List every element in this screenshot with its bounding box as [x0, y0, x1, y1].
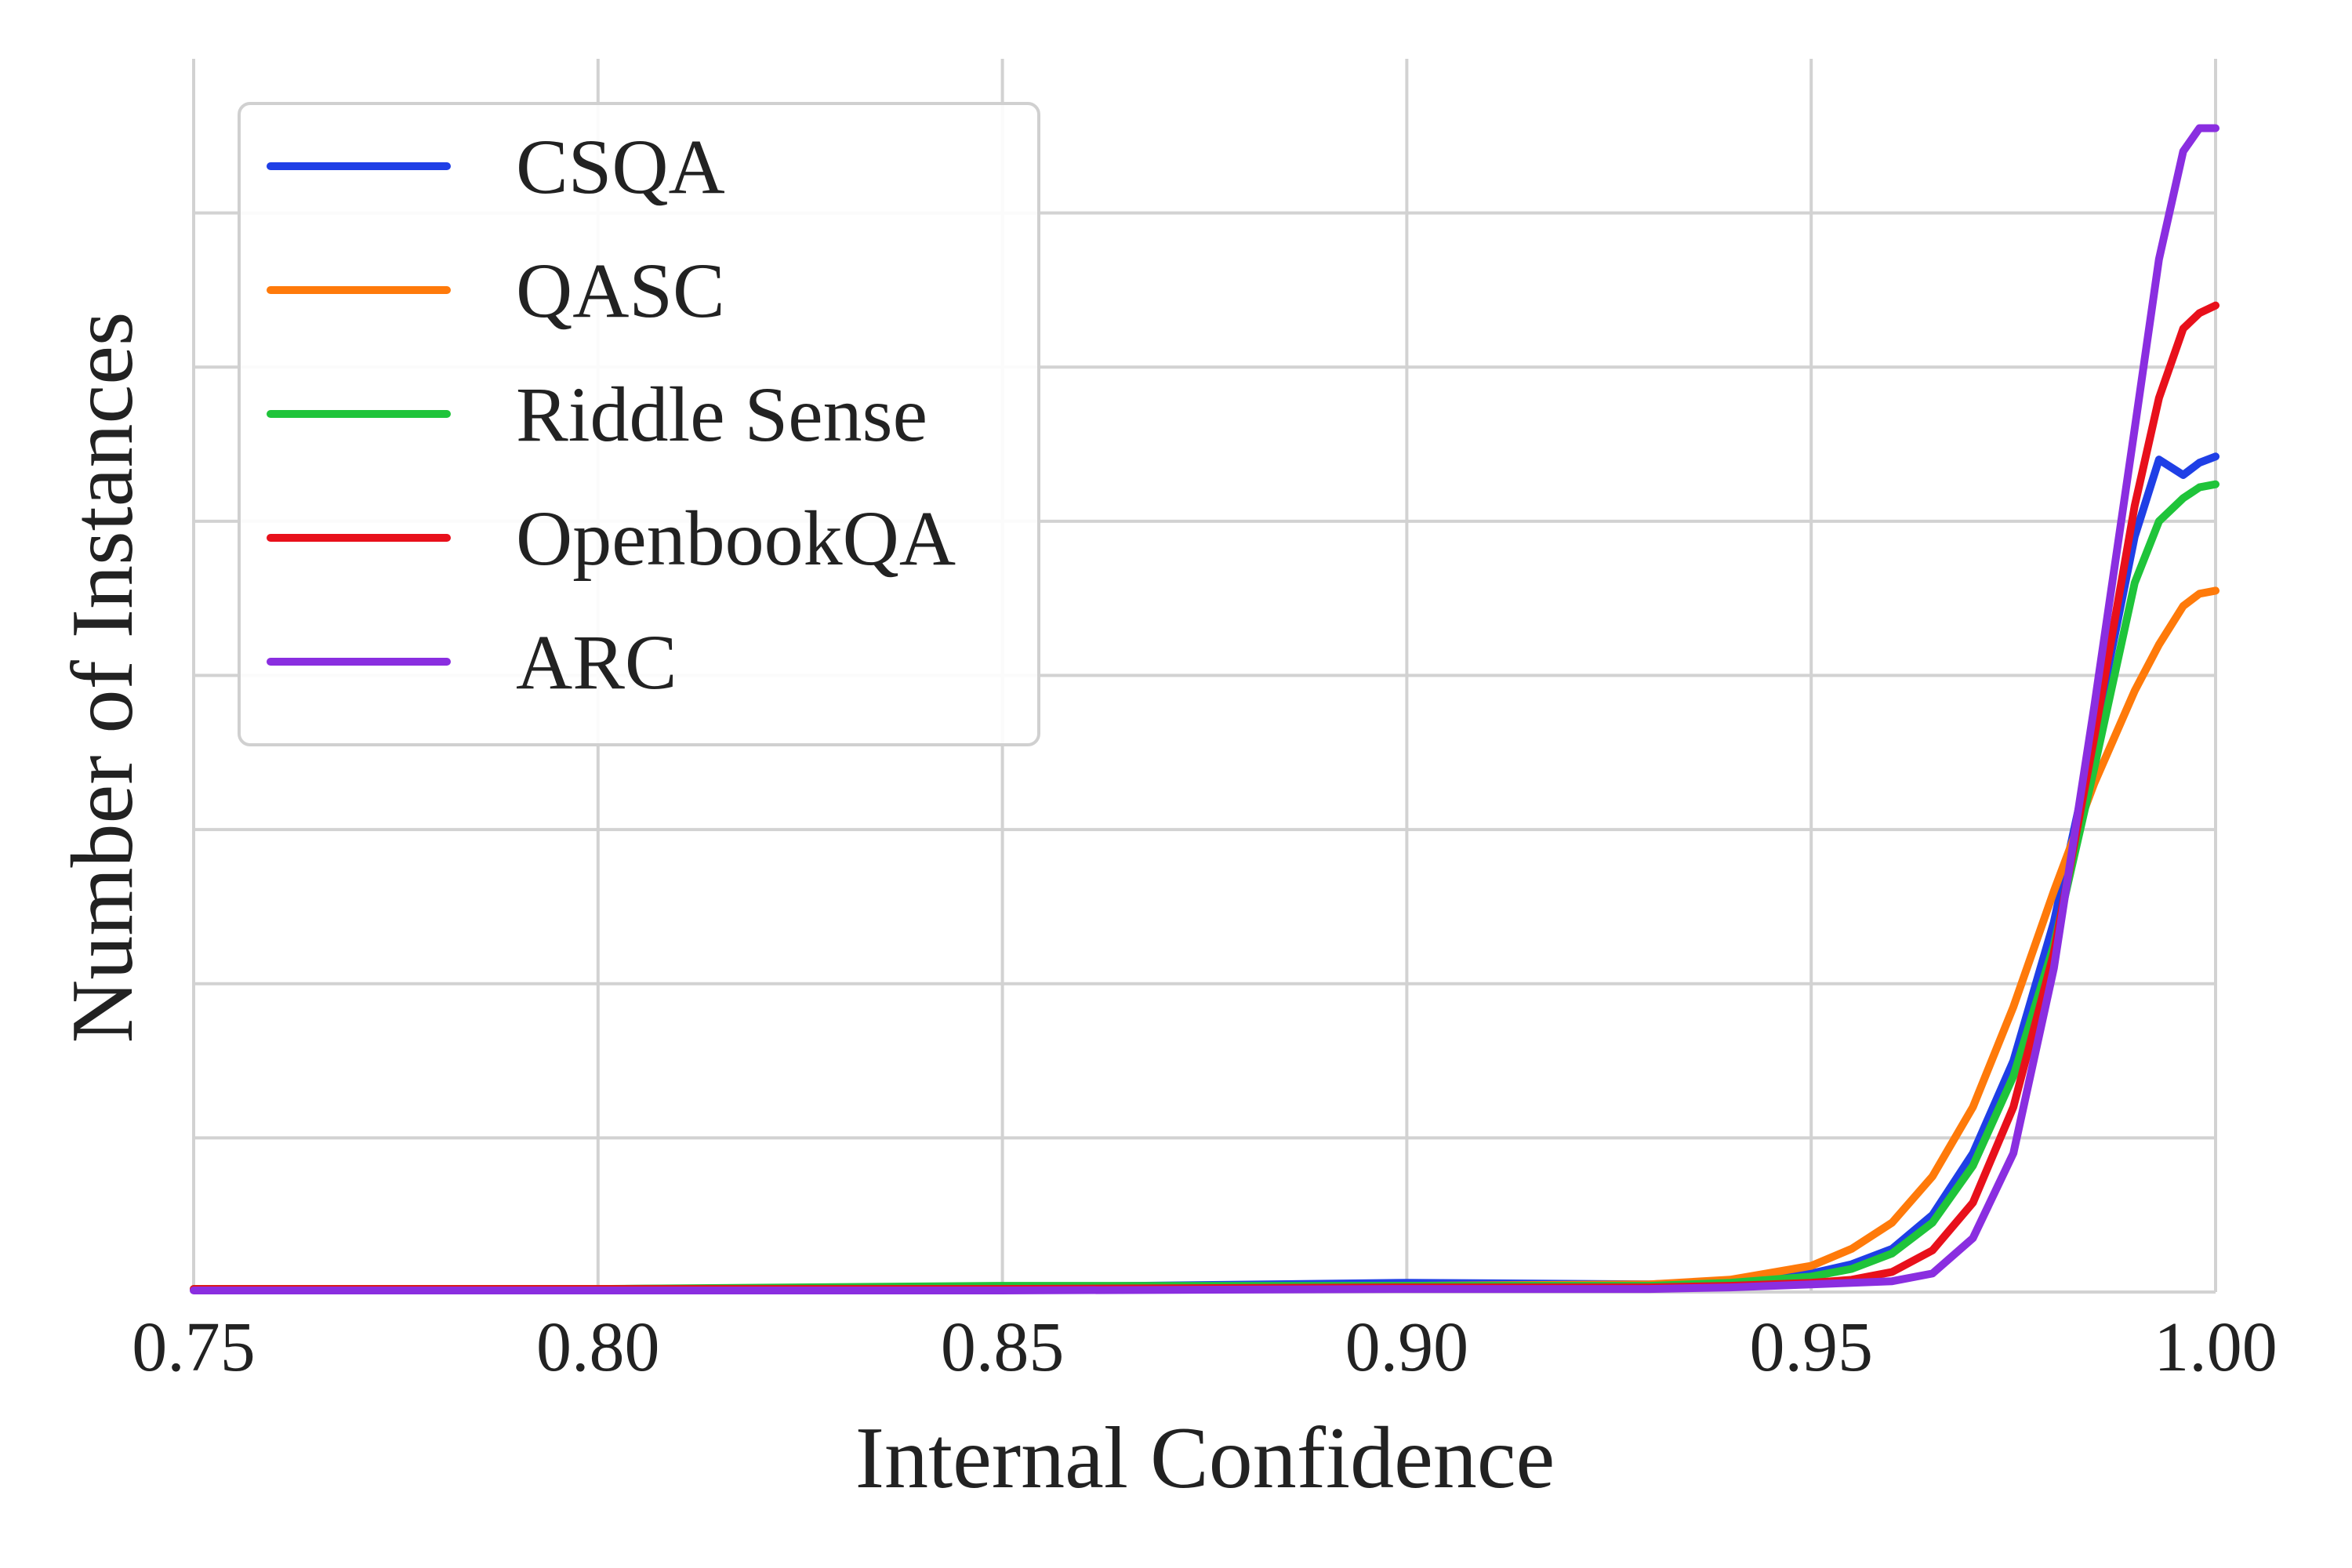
- y-axis-title: Number of Instances: [54, 311, 151, 1043]
- x-axis-ticks: 0.75 0.80 0.85 0.90 0.95 1.00: [132, 1308, 2278, 1386]
- legend-label: CSQA: [516, 123, 725, 210]
- legend-label: ARC: [516, 619, 677, 706]
- legend-item-qasc: QASC: [267, 247, 725, 334]
- legend-item-riddle-sense: Riddle Sense: [267, 371, 927, 458]
- x-tick-label: 0.80: [536, 1308, 660, 1386]
- legend-item-csqa: CSQA: [267, 123, 725, 210]
- legend-label: Riddle Sense: [516, 371, 927, 458]
- x-axis-title: Internal Confidence: [855, 1410, 1555, 1507]
- legend-label: QASC: [516, 247, 725, 334]
- x-tick-label: 0.95: [1749, 1308, 1873, 1386]
- x-tick-label: 0.75: [132, 1308, 256, 1386]
- series-lines: [190, 124, 2220, 1294]
- x-tick-label: 0.85: [941, 1308, 1065, 1386]
- legend-item-arc: ARC: [267, 619, 677, 706]
- legend-item-openbookqa: OpenbookQA: [267, 495, 956, 582]
- x-tick-label: 1.00: [2154, 1308, 2278, 1386]
- legend-label: OpenbookQA: [516, 495, 956, 582]
- series-line-arc: [190, 124, 2220, 1294]
- legend-frame: [238, 102, 1040, 746]
- legend: CSQA QASC Riddle Sense OpenbookQA ARC: [238, 102, 1040, 746]
- x-tick-label: 0.90: [1345, 1308, 1469, 1386]
